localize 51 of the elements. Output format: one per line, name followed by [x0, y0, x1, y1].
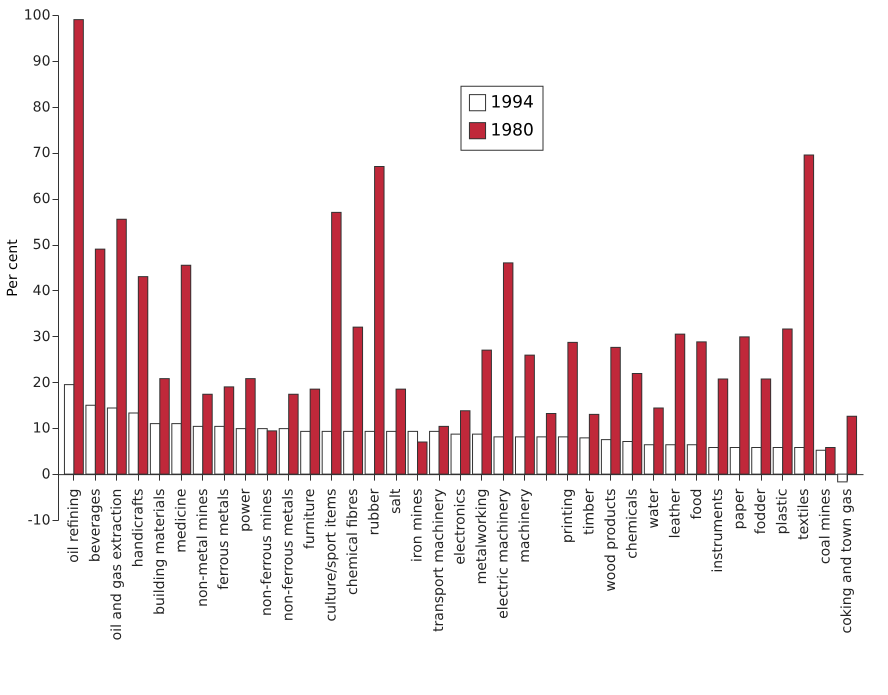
y-axis-title: Per cent: [4, 238, 21, 297]
x-tick-label: rubber: [366, 488, 383, 536]
x-tick-label: water: [646, 488, 662, 528]
x-tick-label: food: [688, 488, 705, 520]
x-tick-label: non-metal mines: [194, 488, 211, 607]
x-tick-label: textiles: [796, 488, 812, 540]
y-tick-label: 20: [32, 374, 50, 391]
y-tick-label: 0: [42, 466, 50, 483]
x-tick-label: oil refining: [66, 488, 82, 563]
y-tick-label: 60: [32, 191, 50, 208]
x-tick-label: wood products: [602, 488, 619, 592]
x-tick-label: salt: [388, 488, 404, 514]
y-tick-label: 90: [32, 53, 50, 70]
x-tick-label: oil and gas extraction: [108, 488, 125, 640]
y-tick-label: 30: [32, 328, 50, 345]
x-tick-label: non-ferrous metals: [280, 488, 297, 622]
y-tick-label: 50: [32, 237, 50, 254]
y-tick-label: 10: [32, 420, 50, 437]
x-tick-label: power: [238, 488, 254, 532]
x-tick-label: metalworking: [474, 488, 490, 584]
x-tick-label: beverages: [87, 488, 104, 562]
x-tick-label: timber: [581, 488, 598, 535]
x-tick-label: medicine: [173, 488, 190, 553]
x-tick-label: instruments: [710, 488, 726, 573]
x-tick-label: ferrous metals: [216, 488, 232, 590]
y-tick-label: 100: [24, 8, 50, 24]
x-tick-label: chemicals: [624, 488, 640, 559]
y-tick-label: 70: [32, 145, 50, 162]
x-tick-label: transport machinery: [431, 488, 448, 632]
x-tick-label: handicrafts: [130, 488, 146, 568]
x-tick-label: building materials: [152, 488, 168, 615]
legend-label: 1980: [490, 120, 534, 141]
x-tick-label: machinery: [516, 488, 533, 563]
x-tick-label: iron mines: [410, 488, 426, 562]
x-tick-label: furniture: [302, 488, 318, 550]
x-tick-label: coking and town gas: [839, 488, 856, 634]
x-tick-label: culture/sport items: [324, 488, 340, 622]
x-tick-label: leather: [667, 488, 684, 538]
y-tick-label: 80: [32, 99, 50, 116]
x-tick-label: non-ferrous mines: [259, 488, 276, 616]
y-tick-label: -10: [28, 512, 50, 528]
x-tick-label: fodder: [753, 488, 770, 534]
x-tick-label: printing: [560, 488, 576, 544]
x-tick-label: electronics: [452, 488, 468, 565]
x-tick-label: paper: [732, 488, 748, 530]
x-tick-label: electric machinery: [495, 488, 512, 619]
x-tick-label: chemical fibres: [345, 488, 362, 595]
y-tick-label: 40: [32, 282, 50, 299]
x-tick-label: plastic: [774, 488, 791, 534]
x-tick-label: coal mines: [818, 488, 834, 564]
legend-label: 1994: [490, 92, 534, 113]
